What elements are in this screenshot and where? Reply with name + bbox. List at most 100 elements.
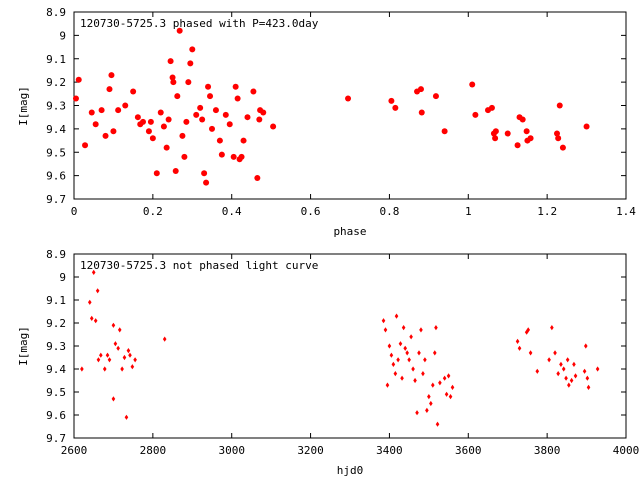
- data-point: [417, 86, 424, 93]
- x-tick-label: 3200: [297, 444, 324, 457]
- data-point: [149, 135, 156, 142]
- data-point: [556, 102, 563, 109]
- data-point: [535, 368, 540, 374]
- y-tick-label: 9.6: [46, 170, 66, 183]
- data-point: [130, 364, 135, 370]
- data-point: [110, 128, 117, 135]
- data-point: [559, 144, 566, 151]
- data-point: [435, 421, 440, 427]
- data-point: [524, 329, 529, 335]
- data-point: [172, 167, 179, 174]
- data-point: [396, 357, 400, 363]
- data-point: [134, 114, 141, 121]
- data-point: [89, 315, 94, 321]
- data-point: [565, 357, 570, 363]
- y-tick-label: 9.1: [46, 53, 66, 66]
- data-point: [88, 109, 95, 116]
- y-tick-label: 9.2: [46, 317, 66, 330]
- data-point: [111, 322, 116, 328]
- data-point: [170, 79, 177, 86]
- data-point: [450, 384, 455, 390]
- data-point: [528, 350, 533, 356]
- x-tick-label: 2600: [61, 444, 88, 457]
- data-point: [105, 352, 110, 358]
- data-point: [87, 299, 92, 305]
- x-tick-label: 0.4: [222, 205, 242, 218]
- data-point: [176, 27, 183, 34]
- data-point: [116, 345, 120, 351]
- data-point: [389, 352, 394, 358]
- x-tick-label: 3000: [218, 444, 245, 457]
- data-point: [517, 345, 522, 351]
- data-point: [444, 391, 449, 397]
- y-tick-label: 9.1: [46, 294, 66, 307]
- data-point: [270, 123, 277, 130]
- data-point: [586, 384, 591, 390]
- axis-ticks: 2600 2800 3000 3200 3400 3600 3800 4000 8.9 9 9.1 9…: [46, 248, 639, 457]
- data-point: [488, 104, 495, 111]
- data-point: [167, 58, 174, 65]
- data-point: [80, 366, 84, 372]
- data-point: [91, 269, 96, 275]
- data-point: [93, 318, 98, 324]
- x-axis-label: phase: [333, 225, 366, 238]
- data-point: [187, 60, 194, 67]
- data-point: [448, 394, 453, 400]
- data-point: [403, 345, 407, 351]
- y-tick-label: 8.9: [46, 248, 66, 261]
- data-point: [411, 366, 415, 372]
- data-point: [169, 74, 176, 81]
- data-point: [197, 104, 204, 111]
- data-point: [108, 72, 115, 79]
- data-point: [98, 107, 105, 114]
- data-point: [205, 83, 212, 90]
- data-point: [555, 135, 562, 142]
- x-tick-label: 0: [71, 205, 78, 218]
- data-point: [423, 357, 427, 363]
- data-point: [117, 327, 122, 333]
- x-tick-label: 3600: [455, 444, 482, 457]
- data-point: [573, 373, 578, 379]
- data-point: [153, 170, 160, 177]
- data-point: [567, 382, 571, 388]
- data-point: [230, 153, 237, 160]
- y-tick-label: 9.4: [46, 123, 66, 136]
- data-point: [234, 95, 241, 102]
- data-point: [201, 170, 208, 177]
- data-point: [429, 400, 433, 407]
- data-point: [523, 128, 530, 135]
- data-point: [107, 357, 112, 363]
- data-point: [260, 109, 267, 116]
- data-point: [415, 410, 419, 416]
- y-tick-label: 9.7: [46, 193, 66, 206]
- data-point: [582, 368, 587, 374]
- data-point: [427, 394, 431, 400]
- data-point: [128, 352, 132, 358]
- data-point: [147, 118, 154, 125]
- data-point: [569, 377, 574, 384]
- data-point: [421, 371, 425, 377]
- data-point: [554, 130, 560, 137]
- data-point: [124, 414, 129, 420]
- y-tick-label: 9.3: [46, 340, 66, 353]
- data-point: [391, 361, 396, 367]
- data-point: [111, 396, 116, 402]
- y-tick-label: 9: [59, 271, 66, 284]
- y-tick-label: 9.5: [46, 146, 66, 159]
- data-point: [216, 137, 223, 144]
- data-point: [388, 97, 395, 104]
- data-point: [256, 116, 263, 123]
- data-point: [122, 102, 129, 109]
- data-point: [102, 132, 109, 139]
- data-point: [585, 375, 590, 381]
- data-point: [207, 93, 214, 100]
- data-point: [425, 407, 429, 413]
- data-point: [401, 325, 406, 331]
- data-points: [72, 27, 590, 186]
- data-point: [157, 109, 164, 116]
- x-tick-label: 0.2: [143, 205, 163, 218]
- data-point: [250, 88, 257, 95]
- data-point: [115, 107, 122, 114]
- data-point: [432, 93, 439, 100]
- x-tick-label: 1.4: [616, 205, 636, 218]
